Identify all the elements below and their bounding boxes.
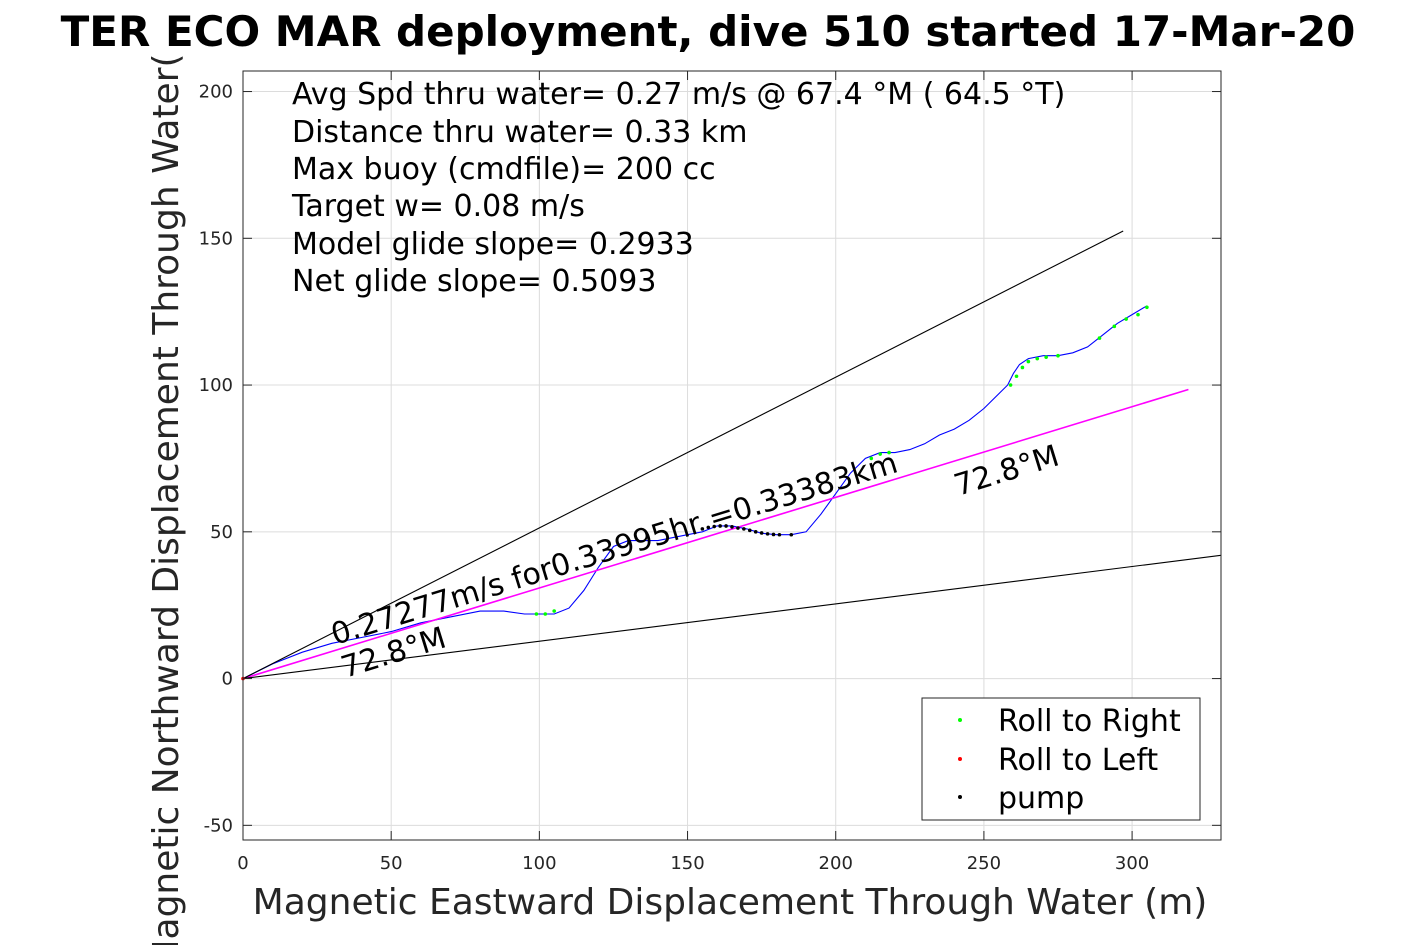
marker-pump bbox=[765, 532, 770, 536]
legend-marker-roll-right bbox=[958, 718, 962, 722]
x-tick-label: 200 bbox=[819, 853, 853, 874]
stat-target-w: Target w= 0.08 m/s bbox=[291, 189, 585, 224]
marker-pump bbox=[700, 527, 705, 531]
y-tick-label: 150 bbox=[199, 228, 233, 249]
grid bbox=[242, 71, 1221, 840]
marker-pump bbox=[789, 532, 794, 537]
marker-pump bbox=[730, 525, 734, 529]
marker-pump bbox=[747, 528, 752, 533]
y-tick-label: 100 bbox=[199, 375, 233, 396]
x-axis-label: Magnetic Eastward Displacement Through W… bbox=[253, 882, 1208, 923]
legend-marker-roll-left bbox=[958, 757, 962, 761]
plot-frame bbox=[242, 70, 1222, 841]
stat-model-glide-slope: Model glide slope= 0.2933 bbox=[292, 227, 694, 262]
stat-distance: Distance thru water= 0.33 km bbox=[292, 115, 747, 150]
marker-roll-right bbox=[1112, 324, 1117, 329]
x-tick-label: 300 bbox=[1115, 853, 1149, 874]
marker-pump bbox=[753, 530, 758, 534]
marker-pump bbox=[712, 524, 717, 529]
marker-roll-right bbox=[1020, 365, 1025, 370]
series-glide-envelope-lower bbox=[243, 554, 1221, 680]
marker-roll-right bbox=[869, 456, 874, 461]
y-axis-label: Magnetic Northward Displacement Through … bbox=[146, 53, 187, 945]
series-glide-envelope-upper bbox=[243, 230, 1124, 680]
stats-box: Avg Spd thru water= 0.27 m/s @ 67.4 °M (… bbox=[291, 77, 1065, 299]
speed-distance-annotation: 0.27277m/s for0.33995hr =0.33383km bbox=[327, 446, 902, 653]
marker-roll-right bbox=[878, 452, 882, 456]
stat-max-buoy: Max buoy (cmdfile)= 200 cc bbox=[292, 152, 716, 187]
marker-roll-right bbox=[552, 609, 556, 613]
marker-roll-right bbox=[1097, 336, 1102, 340]
series-heading-line bbox=[243, 388, 1189, 680]
x-tick-label: 100 bbox=[522, 853, 556, 874]
x-tick-label: 50 bbox=[380, 853, 403, 874]
ticks bbox=[242, 71, 1221, 840]
legend-marker-pump bbox=[958, 795, 962, 799]
marker-roll-right bbox=[1145, 305, 1149, 310]
y-tick-label: 0 bbox=[222, 669, 233, 690]
y-tick-label: 50 bbox=[210, 522, 233, 543]
stat-avg-speed: Avg Spd thru water= 0.27 m/s @ 67.4 °M (… bbox=[292, 77, 1065, 112]
marker-roll-right bbox=[1124, 317, 1128, 321]
stat-net-glide-slope: Net glide slope= 0.5093 bbox=[292, 264, 656, 299]
marker-pump bbox=[718, 524, 722, 528]
chart-title: TER ECO MAR deployment, dive 510 started… bbox=[61, 7, 1356, 56]
y-tick-label: -50 bbox=[204, 815, 233, 836]
marker-roll-right bbox=[1044, 355, 1048, 359]
legend-label-pump: pump bbox=[998, 781, 1084, 816]
legend-box bbox=[921, 697, 1201, 821]
legend: Roll to Right Roll to Left pump bbox=[921, 697, 1201, 821]
marker-roll-right bbox=[1026, 359, 1031, 364]
marker-roll-right bbox=[543, 612, 548, 616]
marker-roll-right bbox=[534, 612, 539, 616]
marker-pump bbox=[706, 525, 711, 530]
marker-roll-right bbox=[1056, 353, 1060, 358]
x-tick-label: 150 bbox=[670, 853, 704, 874]
marker-pump bbox=[771, 532, 776, 537]
x-tick-label: 0 bbox=[237, 853, 248, 874]
y-tick-label: 200 bbox=[199, 82, 233, 103]
marker-pump bbox=[777, 532, 782, 537]
legend-label-roll-right: Roll to Right bbox=[998, 704, 1181, 739]
marker-pump bbox=[724, 524, 728, 528]
plot-markers bbox=[241, 305, 1149, 681]
marker-pump bbox=[759, 531, 764, 535]
marker-pump bbox=[742, 527, 746, 531]
marker-roll-right bbox=[1035, 356, 1040, 361]
marker-roll-right bbox=[1014, 374, 1019, 379]
x-tick-label: 250 bbox=[967, 853, 1001, 874]
marker-pump bbox=[736, 526, 740, 530]
marker-roll-right bbox=[1008, 383, 1013, 387]
legend-label-roll-left: Roll to Left bbox=[998, 743, 1158, 778]
heading-annotation-far: 72.8°M bbox=[950, 439, 1063, 504]
marker-roll-right bbox=[887, 450, 891, 455]
marker-roll-right bbox=[1136, 312, 1140, 317]
